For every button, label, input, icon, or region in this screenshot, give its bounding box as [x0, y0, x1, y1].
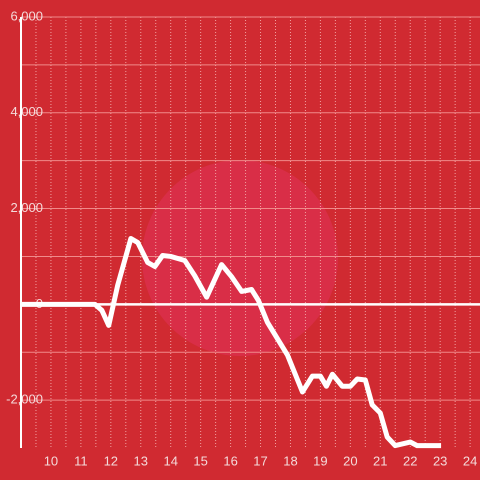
y-tick-label: -2,000	[6, 392, 43, 407]
x-tick-label: 23	[433, 453, 447, 468]
y-tick-label: 4,000	[10, 104, 43, 119]
x-tick-label: 11	[74, 453, 88, 468]
x-tick-label: 22	[403, 453, 417, 468]
x-tick-label: 18	[283, 453, 297, 468]
y-tick-label: 2,000	[10, 200, 43, 215]
x-tick-label: 15	[193, 453, 207, 468]
x-tick-label: 20	[343, 453, 357, 468]
x-tick-label: 24	[463, 453, 477, 468]
x-tick-label: 21	[373, 453, 387, 468]
x-tick-label: 16	[223, 453, 237, 468]
x-tick-label: 14	[163, 453, 177, 468]
x-tick-label: 13	[134, 453, 148, 468]
y-tick-label: 6,000	[10, 8, 43, 23]
data-line	[21, 235, 442, 449]
x-tick-label: 12	[104, 453, 118, 468]
x-tick-label: 19	[313, 453, 327, 468]
x-tick-label: 10	[44, 453, 58, 468]
x-tick-label: 17	[253, 453, 267, 468]
